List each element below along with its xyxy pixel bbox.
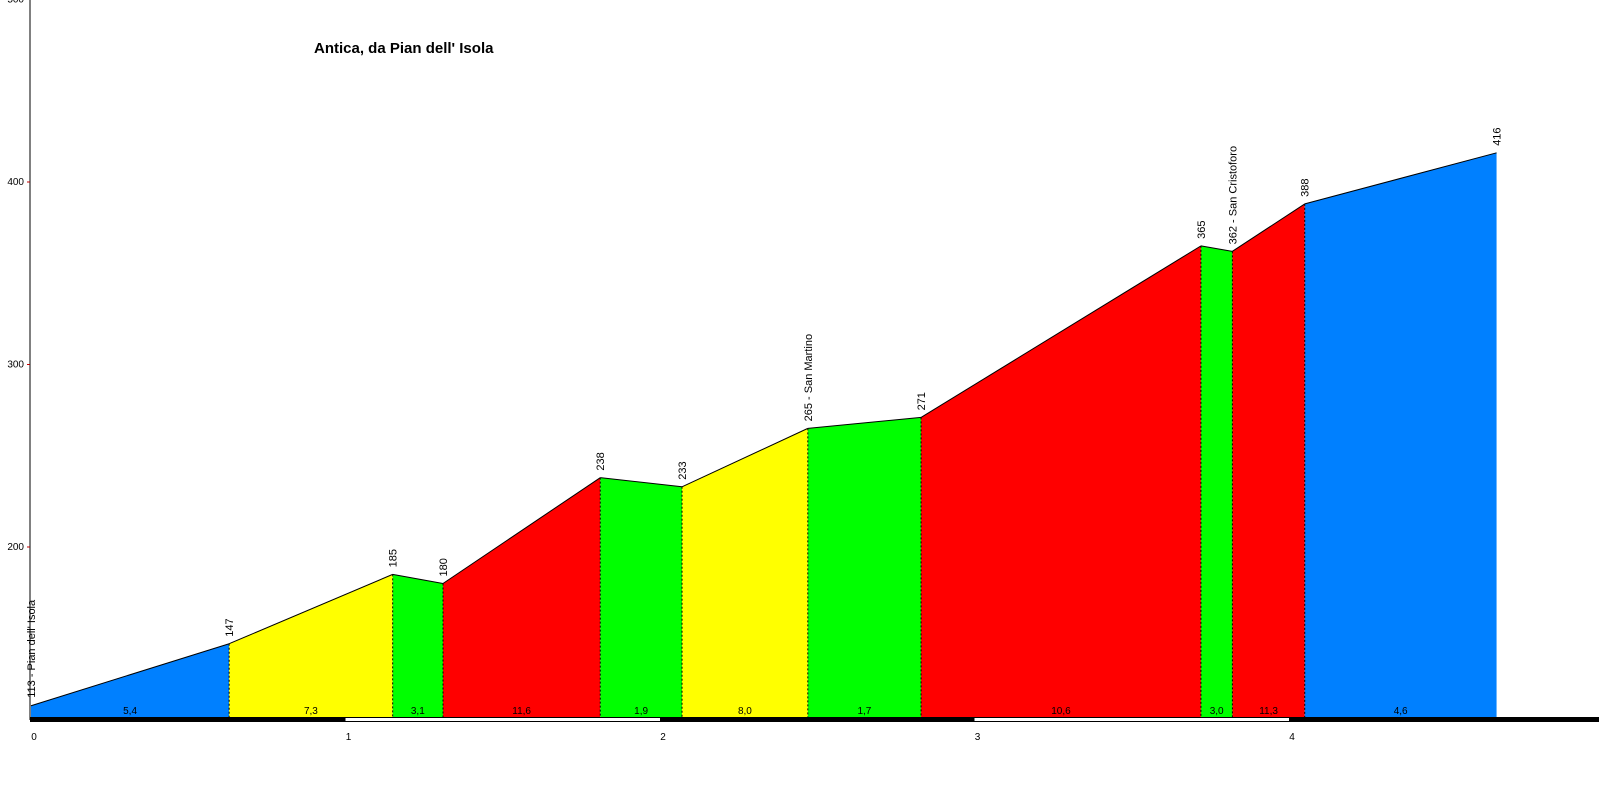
elevation-point-label: 362 - San Cristoforo bbox=[1227, 146, 1239, 244]
y-tick-label: 500 bbox=[7, 0, 24, 6]
profile-segment-7 bbox=[807, 417, 922, 717]
profile-line-2 bbox=[228, 573, 393, 645]
profile-line-8 bbox=[920, 245, 1202, 418]
segment-gradient-label: 11,3 bbox=[1259, 706, 1278, 717]
profile-line-3 bbox=[392, 573, 444, 584]
y-tick-label: 300 bbox=[7, 360, 24, 371]
profile-segment-4 bbox=[442, 477, 601, 717]
profile-segment-6 bbox=[682, 428, 808, 717]
segment-gradient-label: 3,1 bbox=[411, 706, 425, 717]
distance-scale-gap bbox=[974, 718, 1289, 721]
profile-line-4 bbox=[442, 477, 601, 584]
elevation-point-label: 238 bbox=[595, 452, 607, 470]
x-tick-label: 0 bbox=[31, 732, 37, 743]
y-tick-label: 400 bbox=[7, 177, 24, 188]
elevation-point-label: 416 bbox=[1492, 127, 1504, 145]
profile-line-5 bbox=[600, 477, 683, 488]
distance-scale-gap bbox=[345, 718, 660, 721]
segments-layer bbox=[30, 152, 1497, 718]
elevation-point-label: 388 bbox=[1300, 179, 1312, 197]
segment-gradient-label: 1,7 bbox=[857, 706, 871, 717]
profile-segment-2 bbox=[229, 574, 393, 717]
profile-line-9 bbox=[1200, 245, 1233, 252]
profile-segment-9 bbox=[1200, 245, 1233, 717]
elevation-point-label: 365 bbox=[1196, 221, 1208, 239]
profile-line-7 bbox=[807, 416, 922, 429]
segment-gradient-label: 5,4 bbox=[123, 706, 137, 717]
profile-line-11 bbox=[1304, 152, 1497, 205]
elevation-point-label: 147 bbox=[224, 618, 236, 636]
x-tick-label: 1 bbox=[346, 732, 352, 743]
profile-segment-11 bbox=[1304, 152, 1497, 718]
profile-segment-3 bbox=[392, 574, 443, 717]
elevation-point-label: 233 bbox=[677, 461, 689, 479]
elevation-point-label: 185 bbox=[388, 549, 400, 567]
profile-line-10 bbox=[1232, 203, 1305, 252]
axes-layer: 200 300 400 500 0 1 2 3 4 bbox=[7, 0, 1599, 743]
elevation-point-label: 265 - San Martino bbox=[803, 334, 815, 421]
segment-gradient-label: 3,0 bbox=[1210, 706, 1224, 717]
elevation-point-label: 113 - Pian dell' Isola bbox=[26, 599, 38, 698]
profile-line-6 bbox=[681, 427, 809, 488]
y-tick-label: 200 bbox=[7, 542, 24, 553]
distance-scale-bar bbox=[30, 717, 1599, 722]
segment-gradient-label: 7,3 bbox=[304, 706, 318, 717]
segment-gradient-label: 10,6 bbox=[1051, 706, 1071, 717]
segment-gradient-label: 11,6 bbox=[512, 706, 531, 717]
profile-segment-10 bbox=[1232, 203, 1305, 717]
profile-segment-5 bbox=[600, 477, 683, 717]
segment-gradient-label: 8,0 bbox=[738, 706, 752, 717]
elevation-point-label: 271 bbox=[916, 392, 928, 410]
profile-segment-8 bbox=[921, 245, 1201, 717]
x-tick-label: 4 bbox=[1289, 732, 1295, 743]
chart-title: Antica, da Pian dell' Isola bbox=[314, 40, 494, 57]
profile-line-1 bbox=[30, 643, 230, 707]
segment-gradient-label: 1,9 bbox=[634, 706, 648, 717]
x-tick-label: 3 bbox=[975, 732, 981, 743]
labels-layer: 5,4 7,3 3,1 11,6 1,9 8,0 1,7 10,6 3,0 11,3 4,6 113 … bbox=[26, 127, 1504, 717]
x-tick-label: 2 bbox=[660, 732, 666, 743]
segment-gradient-label: 4,6 bbox=[1394, 706, 1408, 717]
profile-segment-1 bbox=[31, 643, 230, 717]
elevation-point-label: 180 bbox=[438, 558, 450, 576]
